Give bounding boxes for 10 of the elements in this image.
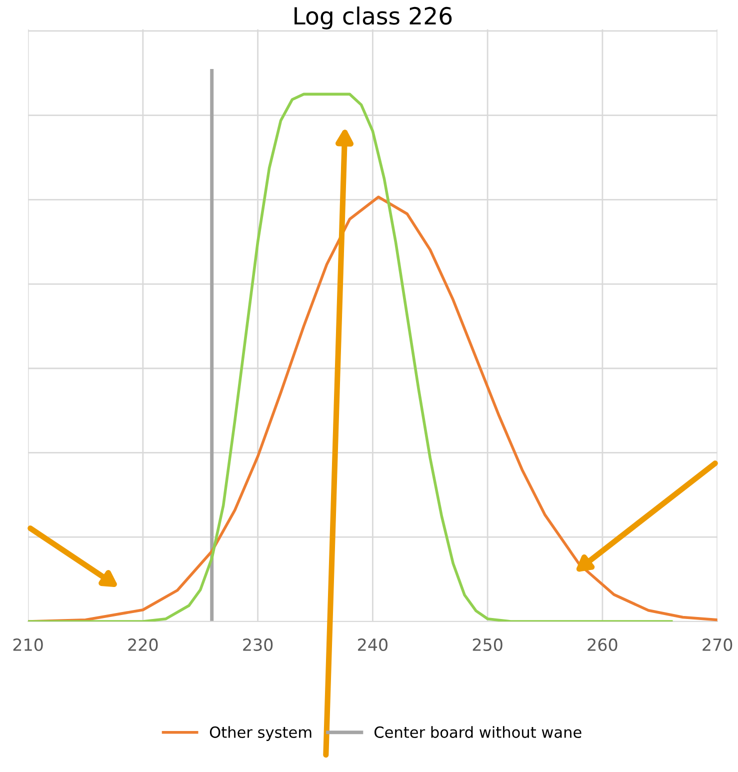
- x-tick-label: 270: [702, 638, 732, 652]
- x-tick-label: 210: [13, 638, 43, 652]
- chart-title: Log class 226: [294, 6, 452, 30]
- x-tick-label: 220: [128, 638, 158, 652]
- legend-label: Other system: [210, 726, 312, 741]
- x-tick-label: 230: [243, 638, 273, 652]
- legend-label: Center board without wane: [374, 726, 582, 738]
- x-tick-label: 250: [472, 638, 502, 652]
- x-tick-label: 240: [358, 638, 388, 652]
- x-tick-label: 260: [588, 638, 618, 652]
